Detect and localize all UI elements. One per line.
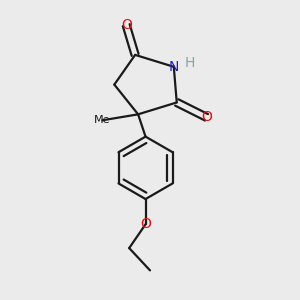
Text: N: N [169,60,179,74]
Text: O: O [121,18,132,32]
Text: Me: Me [94,115,111,125]
Text: H: H [185,56,195,70]
Text: O: O [201,110,212,124]
Text: O: O [140,217,151,231]
